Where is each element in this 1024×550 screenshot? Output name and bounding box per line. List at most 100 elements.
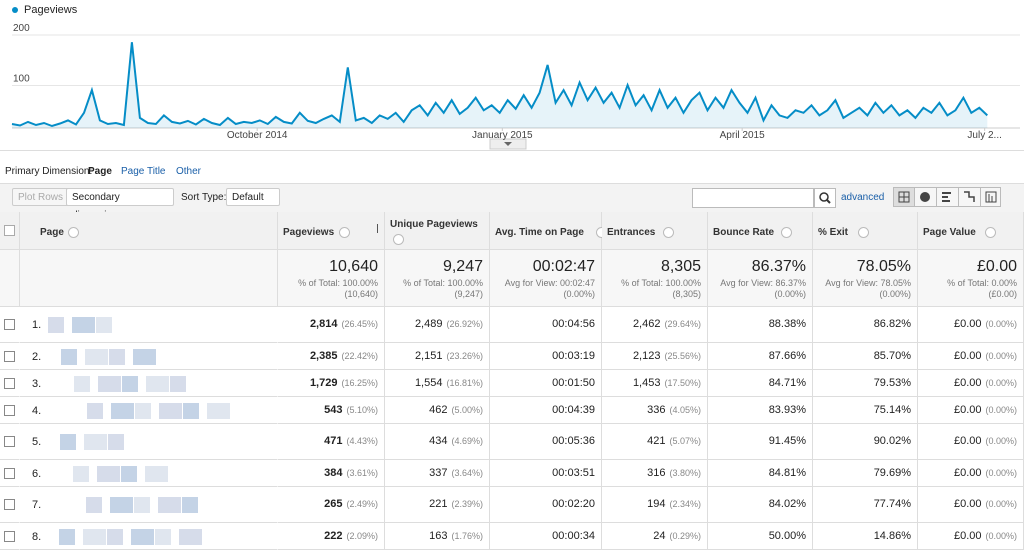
cell-content: 75.14% bbox=[874, 404, 911, 416]
column-title[interactable]: Unique Pageviews bbox=[390, 219, 478, 230]
cell-content: 00:00:34 bbox=[552, 530, 595, 542]
cell-percent: (0.00%) bbox=[985, 530, 1017, 541]
cell-value: 2,814 bbox=[309, 318, 338, 330]
table-cell: 471 (4.43%) bbox=[278, 424, 385, 460]
column-header: Entrances bbox=[602, 212, 708, 250]
dimension-page[interactable]: Page bbox=[88, 166, 112, 177]
redacted-page-name bbox=[122, 375, 138, 392]
cell-content: 384 (3.61%) bbox=[324, 467, 378, 479]
cell-value: 384 bbox=[324, 466, 343, 479]
checkbox[interactable] bbox=[4, 467, 15, 479]
table-cell: 2. bbox=[20, 343, 278, 370]
column-title[interactable]: Pageviews bbox=[283, 227, 335, 238]
search-box[interactable] bbox=[692, 188, 814, 208]
total-share: % of Total: 0.00% bbox=[947, 278, 1017, 288]
table-cell: 24 (0.29%) bbox=[602, 523, 708, 550]
cell-value: 84.02% bbox=[768, 498, 806, 510]
total-base: (0.00%) bbox=[879, 289, 911, 299]
cell-percent: (5.10%) bbox=[346, 404, 378, 415]
cell-content: 90.02% bbox=[874, 435, 911, 447]
cell-content: 79.69% bbox=[874, 467, 911, 479]
secondary-dimension-button[interactable]: Secondary dimension bbox=[66, 188, 174, 221]
checkbox[interactable] bbox=[4, 319, 15, 330]
cell-percent: (1.76%) bbox=[451, 530, 483, 541]
checkbox[interactable] bbox=[4, 436, 15, 447]
total-share: Avg for View: 78.05% bbox=[825, 278, 911, 288]
checkbox[interactable] bbox=[4, 377, 15, 389]
cell-value: 336 bbox=[647, 403, 666, 416]
checkbox[interactable] bbox=[4, 499, 15, 510]
help-icon bbox=[663, 227, 675, 238]
cell-value: £0.00 bbox=[953, 529, 982, 542]
sort-type-label: Sort Type: bbox=[181, 192, 227, 203]
handle-arrow bbox=[504, 142, 512, 146]
plot-rows-button[interactable]: Plot Rows bbox=[12, 188, 70, 206]
cell-value: 265 bbox=[324, 498, 343, 510]
table-cell: 265 (2.49%) bbox=[278, 487, 385, 523]
checkbox[interactable] bbox=[4, 350, 15, 362]
table-cell: £0.00 (0.00%) bbox=[918, 523, 1024, 550]
cell-value: 00:04:39 bbox=[552, 403, 595, 416]
redacted-page-name bbox=[97, 465, 120, 482]
cell-content: 86.82% bbox=[874, 318, 911, 330]
column-title[interactable]: Page Value bbox=[923, 227, 976, 238]
column-title[interactable]: Bounce Rate bbox=[713, 227, 775, 238]
sort-type-button[interactable]: Default bbox=[226, 188, 280, 206]
cell-value: 421 bbox=[647, 435, 666, 447]
redacted-page-name bbox=[135, 402, 151, 419]
cell-percent: (2.49%) bbox=[346, 499, 378, 509]
column-title[interactable]: Avg. Time on Page bbox=[495, 227, 584, 238]
redacted-page-name bbox=[108, 434, 124, 450]
cell-content: 2,462 (29.64%) bbox=[633, 318, 701, 330]
table-cell: 00:04:39 bbox=[490, 397, 602, 424]
column-title[interactable]: Page bbox=[40, 227, 64, 238]
column-title[interactable]: % Exit bbox=[818, 227, 849, 238]
table-cell: 79.53% bbox=[813, 370, 918, 397]
cell-content: 84.71% bbox=[769, 377, 806, 389]
cell-content: 77.74% bbox=[874, 498, 911, 510]
table-cell: 83.93% bbox=[708, 397, 813, 424]
redacted-page-name bbox=[111, 402, 134, 419]
cell-percent: (16.25%) bbox=[341, 377, 378, 388]
row-rank: 8. bbox=[32, 530, 42, 543]
cell-content: 1,554 (16.81%) bbox=[415, 377, 483, 389]
totals-cell: 86.37% Avg for View: 86.37% (0.00%) bbox=[708, 250, 813, 307]
table-cell bbox=[0, 424, 20, 460]
cell-percent: (3.80%) bbox=[669, 467, 701, 478]
dimension-other[interactable]: Other bbox=[176, 166, 202, 177]
cell-content: 84.02% bbox=[769, 498, 806, 510]
cell-value: 00:03:19 bbox=[552, 349, 595, 362]
table-cell: 85.70% bbox=[813, 343, 918, 370]
table-cell: 1,453 (17.50%) bbox=[602, 370, 708, 397]
table-cell: 00:01:50 bbox=[490, 370, 602, 397]
table-cell bbox=[0, 343, 20, 370]
search-button[interactable] bbox=[814, 188, 836, 208]
divider bbox=[0, 150, 1024, 151]
cell-percent: (4.69%) bbox=[451, 436, 483, 446]
cell-value: 2,462 bbox=[632, 318, 661, 330]
checkbox[interactable] bbox=[4, 404, 15, 416]
cell-content: £0.00 (0.00%) bbox=[954, 318, 1017, 330]
cell-value: 1,554 bbox=[414, 376, 443, 389]
totals-cell: 9,247 % of Total: 100.00% (9,247) bbox=[385, 250, 490, 307]
total-base: (£0.00) bbox=[988, 289, 1017, 299]
table-cell: 3. bbox=[20, 370, 278, 397]
cell-value: 00:04:56 bbox=[552, 318, 595, 330]
view-switcher[interactable] bbox=[893, 187, 1001, 207]
table-cell: 384 (3.61%) bbox=[278, 460, 385, 487]
totals-cell: 78.05% Avg for View: 78.05% (0.00%) bbox=[813, 250, 918, 307]
total-value: 86.37% bbox=[751, 258, 806, 275]
redacted-page-name bbox=[170, 375, 186, 392]
cell-percent: (29.64%) bbox=[664, 319, 701, 329]
checkbox[interactable] bbox=[4, 530, 15, 542]
cell-content: 00:03:19 bbox=[552, 350, 595, 362]
cell-content: 1,729 (16.25%) bbox=[310, 377, 378, 389]
column-title[interactable]: Entrances bbox=[607, 227, 656, 238]
help-icon bbox=[68, 227, 79, 238]
cell-percent: (26.92%) bbox=[446, 319, 483, 329]
advanced-link[interactable]: advanced bbox=[841, 192, 885, 203]
checkbox[interactable] bbox=[4, 225, 15, 236]
total-share: % of Total: 100.00% bbox=[298, 278, 378, 288]
dimension-page-title[interactable]: Page Title bbox=[121, 166, 166, 177]
cell-value: 2,385 bbox=[309, 349, 338, 362]
